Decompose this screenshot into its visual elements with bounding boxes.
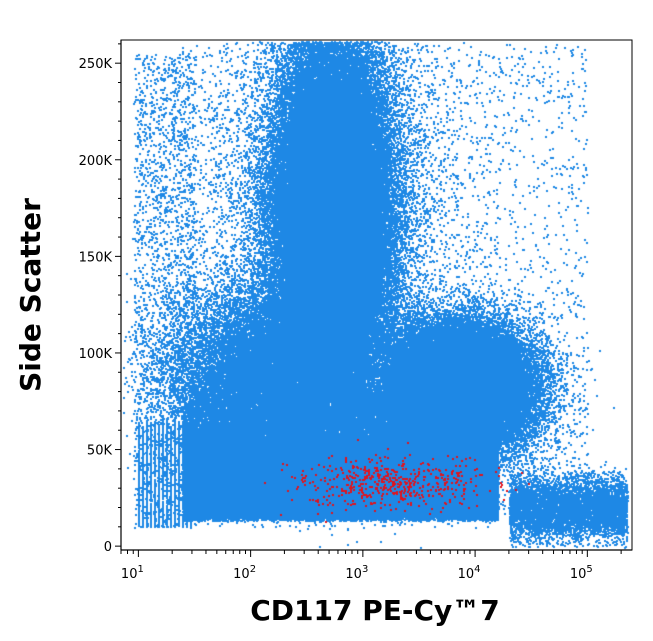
x-tick-label-base: 10 [458,567,475,582]
x-tick-label: 102 [233,564,256,582]
x-tick-label-base: 10 [570,567,587,582]
y-tick-label: 50K [87,444,113,459]
x-tick-label: 104 [458,564,481,582]
x-tick-label: 105 [570,564,593,582]
y-tick-label: 100K [79,347,113,362]
x-tick-label-base: 10 [233,567,250,582]
x-tick-label-base: 10 [121,567,138,582]
x-tick-label-exponent: 5 [586,564,592,575]
y-tick-label: 250K [79,57,113,72]
x-axis-title: CD117 PE-Cy™7 [250,594,500,627]
y-axis-title: Side Scatter [14,198,47,392]
y-tick-label: 200K [79,154,113,169]
y-tick-label: 150K [79,250,113,265]
y-tick-label: 0 [104,540,112,555]
x-tick-label-exponent: 1 [137,564,143,575]
x-tick-label-exponent: 3 [362,564,368,575]
x-tick-label-exponent: 2 [250,564,256,575]
x-tick-label-exponent: 4 [474,564,480,575]
x-tick-label-base: 10 [345,567,362,582]
x-tick-label: 103 [345,564,368,582]
x-tick-label: 101 [121,564,144,582]
